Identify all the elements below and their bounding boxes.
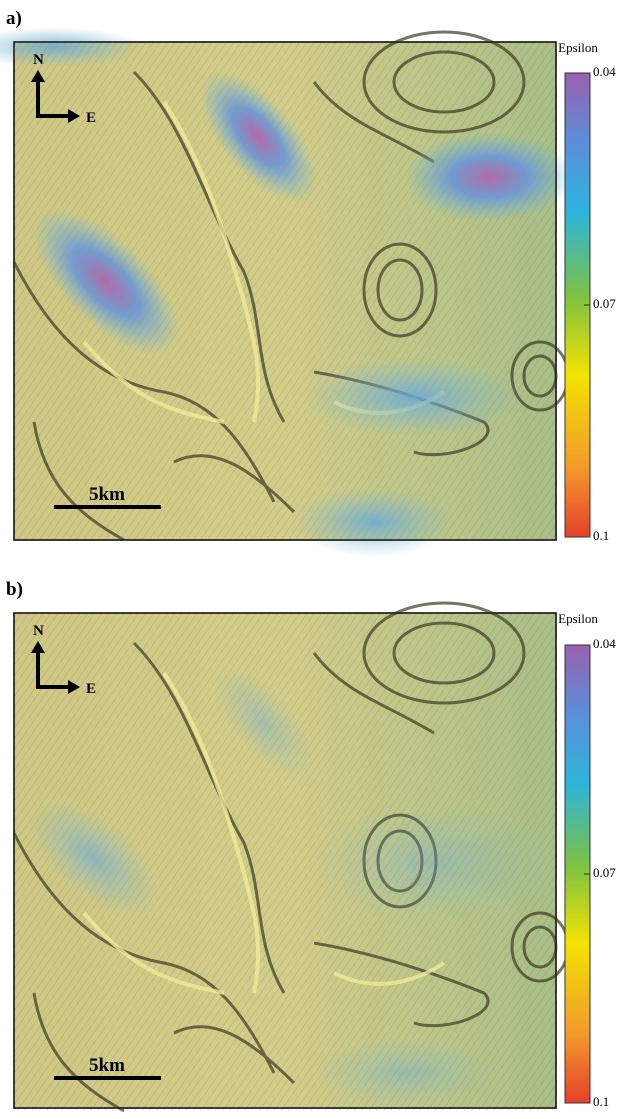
colorbar-tick-label: 0.04 (593, 64, 616, 79)
colorbar-tick-label: 0.07 (593, 865, 616, 880)
panel: a) N E 5km Epsilon 0.04 0.07 0.1 (0, 8, 616, 557)
colorbar-title: Epsilon (558, 40, 598, 55)
colorbar-tick-label: 0.04 (593, 636, 616, 651)
colorbar-title: Epsilon (558, 611, 598, 626)
east-label: E (86, 110, 96, 126)
colorbar-tick-label: 0.07 (593, 296, 616, 311)
colorbar-tick-label: 0.1 (593, 528, 609, 543)
map: N E 5km (0, 27, 574, 557)
panel-label: a) (6, 8, 22, 29)
panel: b) N E 5km Epsilon 0.04 0.07 0.1 (6, 579, 616, 1113)
map: N E 5km (12, 601, 570, 1113)
colorbar-tick-label: 0.1 (593, 1094, 609, 1109)
scale-label: 5km (89, 1055, 125, 1076)
north-label: N (33, 623, 44, 639)
east-label: E (86, 681, 96, 697)
panel-label: b) (6, 579, 23, 600)
north-label: N (33, 52, 44, 68)
scale-label: 5km (89, 484, 125, 505)
